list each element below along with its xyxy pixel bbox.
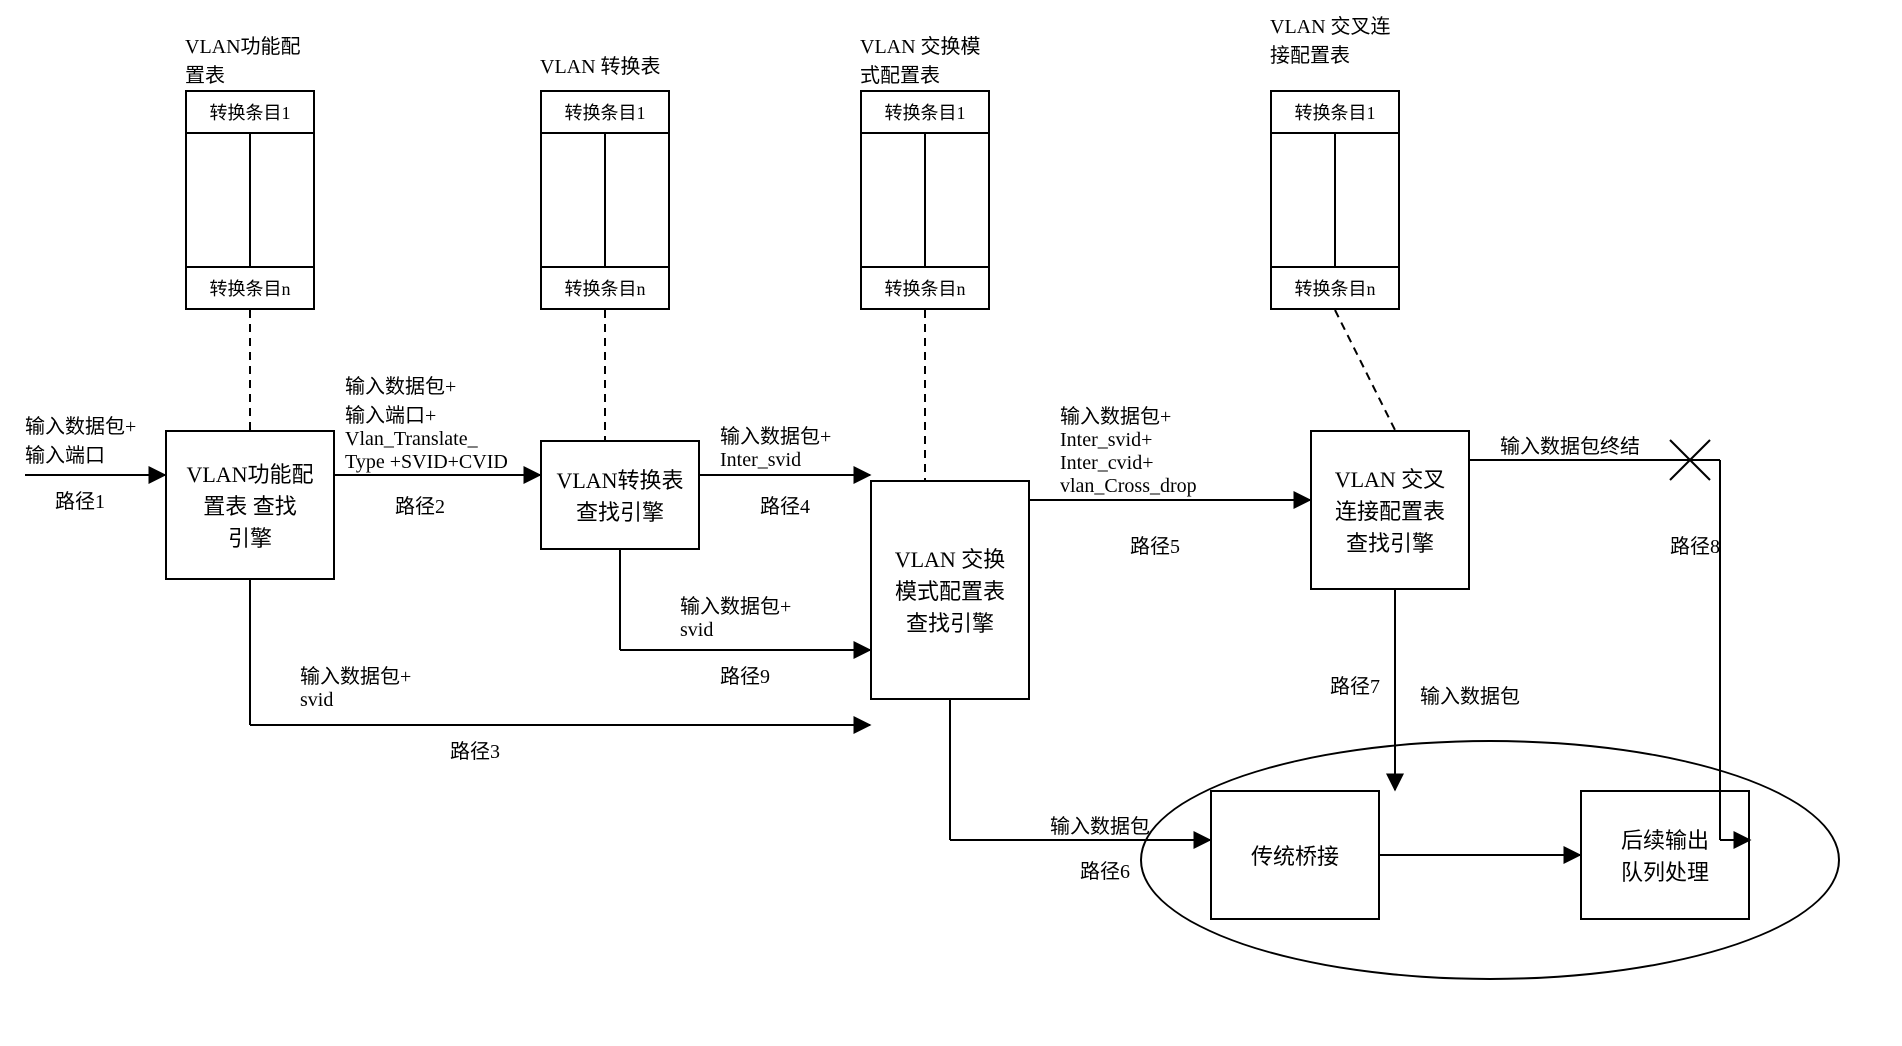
- vlan-cross-engine: VLAN 交叉 连接配置表 查找引擎: [1310, 430, 1470, 590]
- traditional-bridge: 传统桥接: [1210, 790, 1380, 920]
- table-entry-last: 转换条目n: [187, 266, 313, 308]
- edge-label: 输入数据包+ Inter_svid: [720, 420, 831, 472]
- table-body: [862, 134, 988, 266]
- edge-label: 路径6: [1080, 855, 1130, 884]
- table-body: [1272, 134, 1398, 266]
- table-entry-first: 转换条目1: [862, 92, 988, 134]
- vlan-func-engine: VLAN功能配 置表 查找 引擎: [165, 430, 335, 580]
- table-body: [542, 134, 668, 266]
- edge-label: 输入数据包: [1050, 810, 1150, 839]
- config-table: 转换条目1 转换条目n: [1270, 90, 1400, 310]
- edge-label: 输入数据包+ Inter_svid+ Inter_cvid+ vlan_Cros…: [1060, 400, 1197, 498]
- edge-label: 路径9: [720, 660, 770, 689]
- node-text: VLAN功能配 置表 查找 引擎: [186, 457, 313, 553]
- edge-label: 输入数据包+ 输入端口: [25, 410, 136, 468]
- table-title: VLAN 交叉连 接配置表: [1270, 10, 1391, 68]
- edge-label: 输入数据包+ svid: [300, 660, 411, 712]
- edge-label: 输入数据包+ 输入端口+ Vlan_Translate_ Type +SVID+…: [345, 370, 508, 474]
- config-table: 转换条目1 转换条目n: [860, 90, 990, 310]
- table-title: VLAN 转换表: [540, 50, 661, 79]
- node-text: VLAN 交换 模式配置表 查找引擎: [895, 542, 1006, 638]
- edge-label: 输入数据包+ svid: [680, 590, 791, 642]
- config-table: 转换条目1 转换条目n: [185, 90, 315, 310]
- table-entry-last: 转换条目n: [862, 266, 988, 308]
- vlan-translate-engine: VLAN转换表 查找引擎: [540, 440, 700, 550]
- output-queue-process: 后续输出 队列处理: [1580, 790, 1750, 920]
- table-entry-first: 转换条目1: [542, 92, 668, 134]
- table-title: VLAN 交换模 式配置表: [860, 30, 981, 88]
- table-entry-last: 转换条目n: [1272, 266, 1398, 308]
- edge-label: 路径1: [55, 485, 105, 514]
- table-entry-first: 转换条目1: [187, 92, 313, 134]
- edge-label: 路径7: [1330, 670, 1380, 699]
- edge-label: 输入数据包: [1420, 680, 1520, 709]
- edge-label: 路径5: [1130, 530, 1180, 559]
- table-title: VLAN功能配 置表: [185, 30, 301, 88]
- edge-label: 路径4: [760, 490, 810, 519]
- node-text: 后续输出 队列处理: [1621, 823, 1709, 887]
- config-table: 转换条目1 转换条目n: [540, 90, 670, 310]
- table-body: [187, 134, 313, 266]
- node-text: VLAN 交叉 连接配置表 查找引擎: [1335, 462, 1446, 558]
- table-entry-first: 转换条目1: [1272, 92, 1398, 134]
- node-text: VLAN转换表 查找引擎: [556, 463, 683, 527]
- edge-label: 路径3: [450, 735, 500, 764]
- edge-label: 输入数据包终结: [1500, 430, 1640, 459]
- table-entry-last: 转换条目n: [542, 266, 668, 308]
- vlan-switch-mode-engine: VLAN 交换 模式配置表 查找引擎: [870, 480, 1030, 700]
- edge-label: 路径2: [395, 490, 445, 519]
- edge-label: 路径8: [1670, 530, 1720, 559]
- node-text: 传统桥接: [1251, 839, 1339, 871]
